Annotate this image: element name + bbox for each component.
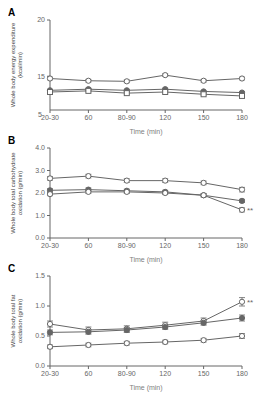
svg-text:0.0: 0.0 xyxy=(35,362,45,369)
svg-text:120: 120 xyxy=(159,114,171,121)
svg-text:20-30: 20-30 xyxy=(41,242,59,249)
svg-text:Whole body total fatoxidation: Whole body total fatoxidation (g/min) xyxy=(10,294,23,347)
svg-text:**: ** xyxy=(247,298,253,307)
svg-text:150: 150 xyxy=(198,370,210,377)
svg-text:1.5: 1.5 xyxy=(35,272,45,279)
html-text:A: A xyxy=(8,7,16,18)
svg-text:80-90: 80-90 xyxy=(118,242,136,249)
svg-text:120: 120 xyxy=(159,370,171,377)
html-text:B: B xyxy=(8,135,16,146)
svg-text:3.0: 3.0 xyxy=(35,167,45,174)
svg-text:80-90: 80-90 xyxy=(118,114,136,121)
svg-text:15: 15 xyxy=(37,73,45,80)
svg-text:60: 60 xyxy=(85,370,93,377)
svg-text:180: 180 xyxy=(236,114,248,121)
svg-text:Whole body total carbohydrateo: Whole body total carbohydrateoxidation (… xyxy=(10,152,23,234)
svg-text:1.0: 1.0 xyxy=(35,302,45,309)
svg-text:2.0: 2.0 xyxy=(35,189,45,196)
svg-text:80-90: 80-90 xyxy=(118,370,136,377)
svg-text:60: 60 xyxy=(85,242,93,249)
svg-text:20: 20 xyxy=(37,16,45,23)
svg-text:150: 150 xyxy=(198,242,210,249)
svg-text:4.0: 4.0 xyxy=(35,144,45,151)
svg-text:Time (min): Time (min) xyxy=(129,256,162,264)
svg-text:150: 150 xyxy=(198,114,210,121)
svg-text:**: ** xyxy=(247,206,253,215)
html-text:5: 5 xyxy=(38,111,42,118)
svg-text:Time (min): Time (min) xyxy=(129,384,162,392)
html-text:C: C xyxy=(8,263,16,274)
svg-text:Whole body energy expenditure(: Whole body energy expenditure(kcal/min) xyxy=(10,22,23,107)
svg-text:180: 180 xyxy=(236,370,248,377)
svg-text:0.5: 0.5 xyxy=(35,332,45,339)
svg-text:Time (min): Time (min) xyxy=(129,128,162,136)
svg-text:180: 180 xyxy=(236,242,248,249)
svg-text:60: 60 xyxy=(85,114,93,121)
svg-text:120: 120 xyxy=(159,242,171,249)
svg-text:20-30: 20-30 xyxy=(41,370,59,377)
svg-text:0.0: 0.0 xyxy=(35,234,45,241)
svg-text:1.0: 1.0 xyxy=(35,212,45,219)
svg-text:20-30: 20-30 xyxy=(41,114,59,121)
